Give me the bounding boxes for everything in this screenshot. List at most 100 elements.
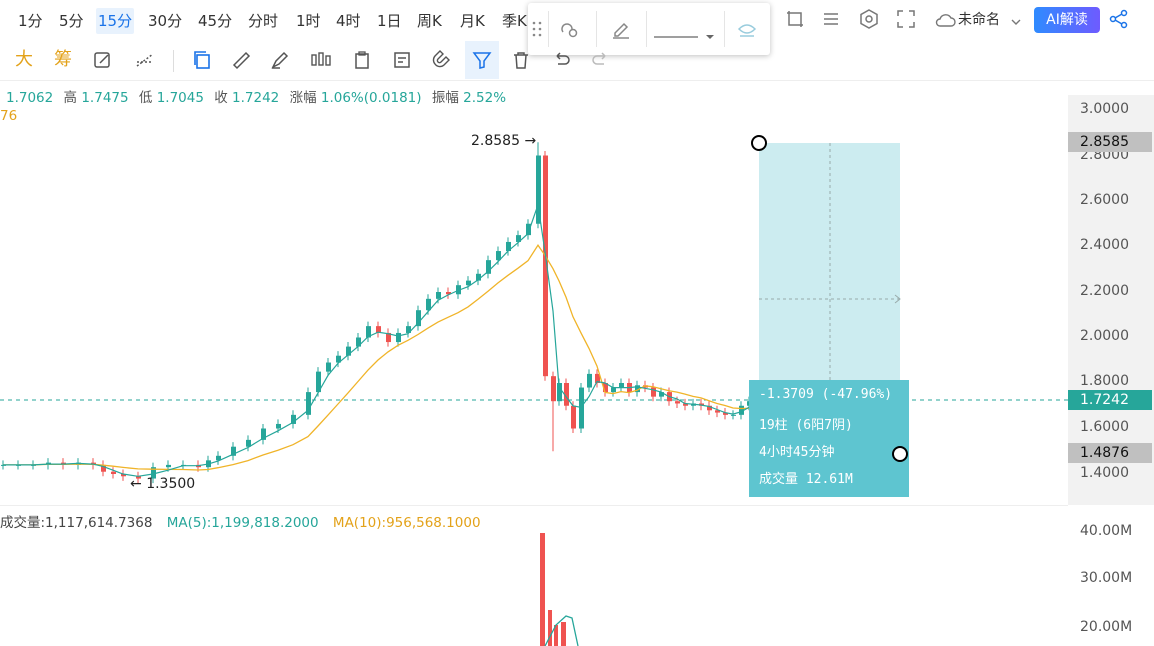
- high-annotation-value: 2.8585: [471, 133, 520, 149]
- brush-icon[interactable]: [266, 46, 294, 74]
- candlestick-chart[interactable]: [0, 95, 1068, 505]
- settings-icon[interactable]: [858, 8, 880, 34]
- tf-1min[interactable]: 1分: [18, 12, 43, 30]
- price-label-2.4: 2.4000: [1080, 237, 1129, 253]
- list-icon[interactable]: [820, 8, 842, 34]
- fullscreen-icon[interactable]: [895, 8, 917, 34]
- copy-icon[interactable]: [188, 46, 216, 74]
- da-button[interactable]: 大: [15, 49, 33, 70]
- measure-arrow: [894, 294, 901, 304]
- candle: [416, 310, 421, 327]
- tf-15min[interactable]: 15分: [96, 8, 135, 34]
- volume-ma5: MA(5):1,199,818.2000: [166, 515, 319, 531]
- candle: [336, 355, 341, 363]
- candle: [426, 298, 431, 311]
- candle: [326, 362, 331, 372]
- redo-icon[interactable]: [587, 46, 615, 74]
- filter-icon[interactable]: [465, 41, 499, 79]
- candle: [543, 155, 548, 377]
- chevron-down-icon[interactable]: [1010, 13, 1022, 32]
- high-value: 1.7475: [81, 90, 129, 106]
- crop-icon[interactable]: [784, 8, 806, 34]
- indicator-edit-icon[interactable]: [89, 46, 117, 74]
- candle: [216, 455, 221, 461]
- tf-week[interactable]: 周K: [417, 12, 442, 30]
- price-axis[interactable]: [1068, 95, 1154, 505]
- candle: [346, 346, 351, 356]
- chips-button[interactable]: 筹: [54, 49, 72, 70]
- volume-axis-30m: 30.00M: [1080, 570, 1133, 586]
- volume-readout: 成交量:1,117,614.7368 MA(5):1,199,818.2000 …: [0, 511, 481, 531]
- tf-quarter[interactable]: 季K: [502, 12, 527, 30]
- ma5-line: [3, 204, 750, 477]
- high-annotation: 2.8585 →: [471, 133, 537, 149]
- tf-intraday[interactable]: 分时: [248, 12, 279, 30]
- clipboard-icon[interactable]: [348, 46, 376, 74]
- candle: [306, 392, 311, 415]
- candle: [166, 464, 171, 468]
- low-value: 1.7045: [156, 90, 204, 106]
- undo-icon[interactable]: [547, 46, 575, 74]
- candle: [121, 474, 126, 477]
- candle: [516, 235, 521, 242]
- candle: [635, 385, 640, 393]
- template-icon[interactable]: [558, 18, 580, 44]
- ohlc-readout: 开1.7062 高 1.7475 低 1.7045 收 1.7242 涨幅 1.…: [0, 86, 506, 106]
- price-label-1.8: 1.8000: [1080, 373, 1129, 389]
- low-label: 低: [138, 90, 153, 106]
- timeframe-bar: 1分 5分 15分 30分 45分 分时 1时 4时 1日 周K 月K 季K: [0, 0, 1154, 40]
- note-icon[interactable]: [388, 46, 416, 74]
- tf-4h[interactable]: 4时: [336, 12, 361, 30]
- price-label-3.0: 3.0000: [1080, 101, 1129, 117]
- ruler-icon[interactable]: [227, 46, 255, 74]
- measure-change: -1.3709 (-47.96%): [759, 387, 893, 402]
- open-value: 1.7062: [6, 90, 54, 106]
- drag-handle-icon[interactable]: [532, 21, 542, 41]
- layout-name[interactable]: 未命名: [958, 12, 1000, 28]
- candle: [603, 383, 608, 393]
- tf-45min[interactable]: 45分: [198, 12, 233, 30]
- tf-1h[interactable]: 1时: [296, 12, 321, 30]
- candle: [356, 337, 361, 347]
- candle: [111, 471, 116, 474]
- candle: [715, 410, 720, 413]
- line-style-select[interactable]: [654, 27, 718, 46]
- color-pen-icon[interactable]: [610, 18, 632, 44]
- tf-30min[interactable]: 30分: [148, 12, 183, 30]
- volume-ma-line: [544, 615, 579, 646]
- candle: [436, 292, 441, 299]
- candle: [739, 405, 744, 415]
- candle: [731, 414, 736, 416]
- candle: [675, 401, 680, 404]
- candle: [496, 251, 501, 261]
- close-value: 1.7242: [232, 90, 280, 106]
- candle: [557, 383, 562, 402]
- share-icon[interactable]: [1108, 8, 1130, 34]
- candle-pattern-icon[interactable]: [307, 46, 335, 74]
- change-value: 1.06%(0.0181): [320, 90, 422, 106]
- candle: [611, 387, 616, 393]
- tf-1d[interactable]: 1日: [377, 12, 402, 30]
- candle: [246, 439, 251, 447]
- delete-icon[interactable]: [507, 46, 535, 74]
- volume-axis-20m: 20.00M: [1080, 619, 1133, 635]
- trend-line-icon[interactable]: [131, 46, 159, 74]
- cloud-icon: [934, 11, 956, 33]
- candle: [619, 383, 624, 388]
- magnet-icon[interactable]: [427, 46, 455, 74]
- ma-partial-readout: 76: [0, 108, 18, 124]
- candle: [231, 446, 236, 456]
- low-annotation-value: 1.3500: [146, 476, 196, 492]
- volume-bar: [540, 533, 545, 646]
- ai-interpret-button[interactable]: AI解读: [1034, 7, 1100, 33]
- tf-5min[interactable]: 5分: [59, 12, 84, 30]
- measure-handle-bottom[interactable]: [892, 446, 908, 462]
- visibility-icon[interactable]: [736, 18, 758, 44]
- close-label: 收: [214, 90, 228, 106]
- candle: [707, 405, 712, 411]
- candle: [659, 392, 664, 397]
- tf-month[interactable]: 月K: [460, 12, 485, 30]
- measure-duration: 4小时45分钟: [759, 445, 835, 460]
- volume-chart[interactable]: [0, 530, 1068, 646]
- candle: [723, 412, 728, 415]
